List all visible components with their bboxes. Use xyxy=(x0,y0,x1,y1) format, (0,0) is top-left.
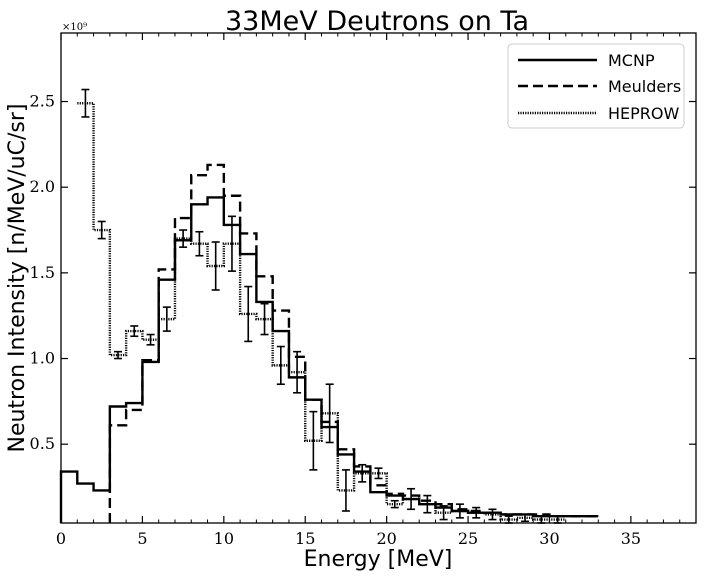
error-bar xyxy=(130,325,139,338)
x-tick-label: 10 xyxy=(214,529,234,548)
plot-frame xyxy=(60,32,697,524)
error-bar xyxy=(455,503,464,519)
x-tick-label: 20 xyxy=(376,529,396,548)
series-layer xyxy=(59,102,599,523)
y-axis-label: Neutron Intensity [n/MeV/uC/sr] xyxy=(5,104,30,453)
error-bar xyxy=(341,469,350,512)
error-bar xyxy=(325,383,334,444)
x-tick-label: 0 xyxy=(56,529,66,548)
error-bar xyxy=(244,285,253,343)
x-tick-label: 35 xyxy=(621,529,641,548)
legend-label-heprow: HEPROW xyxy=(608,104,680,123)
y-tick-label: 1.0 xyxy=(30,349,55,368)
error-bar xyxy=(374,467,383,480)
error-bar xyxy=(162,306,171,332)
error-bar xyxy=(81,88,90,118)
legend-label-mcnp: MCNP xyxy=(608,51,655,70)
error-bar xyxy=(439,505,448,521)
y-tick-label: 0.5 xyxy=(30,434,55,453)
x-tick-label: 25 xyxy=(458,529,478,548)
error-bar xyxy=(179,229,188,248)
x-tick-label: 15 xyxy=(295,529,315,548)
error-bar xyxy=(260,302,269,336)
y-multiplier: ×10⁹ xyxy=(62,22,87,33)
error-bar xyxy=(146,333,155,346)
y-tick-label: 1.5 xyxy=(30,263,55,282)
error-bar xyxy=(390,499,399,509)
y-tick-label: 2.5 xyxy=(30,92,55,111)
error-bar xyxy=(423,494,432,514)
plot-area: 0 5 10 15 20 25 30 35 0.5 1.0 1.5 2.0 2.5 xyxy=(30,32,697,548)
x-tick-label: 5 xyxy=(137,529,147,548)
legend-label-meulders: Meulders xyxy=(608,77,681,96)
error-bar xyxy=(211,241,220,291)
series-line-heprow xyxy=(77,102,566,521)
chart-title: 33MeV Deutrons on Ta xyxy=(225,6,529,37)
error-bar xyxy=(521,513,530,523)
error-bar xyxy=(113,350,122,360)
error-bars xyxy=(81,88,562,524)
y-tick-label: 2.0 xyxy=(30,177,55,196)
legend: MCNP Meulders HEPROW xyxy=(507,43,685,129)
error-bar xyxy=(407,487,416,511)
error-bar xyxy=(309,410,318,471)
error-bar xyxy=(293,350,302,394)
ticks: 0 5 10 15 20 25 30 35 0.5 1.0 1.5 2.0 2.5 xyxy=(30,33,697,548)
error-bar xyxy=(358,463,367,483)
error-bar xyxy=(227,215,236,272)
error-bar xyxy=(195,230,204,257)
error-bar xyxy=(488,508,497,521)
series-line-meulders xyxy=(108,163,599,523)
x-tick-label: 30 xyxy=(539,529,559,548)
error-bar xyxy=(276,345,285,386)
x-axis-label: Energy [MeV] xyxy=(304,547,453,572)
error-bar xyxy=(472,506,481,519)
error-bar xyxy=(97,220,106,240)
